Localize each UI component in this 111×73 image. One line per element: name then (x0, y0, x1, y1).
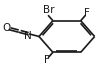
Text: F: F (84, 8, 90, 18)
Text: Br: Br (43, 5, 54, 15)
Text: N: N (24, 31, 32, 41)
Text: O: O (2, 23, 10, 33)
Text: F: F (44, 55, 49, 65)
